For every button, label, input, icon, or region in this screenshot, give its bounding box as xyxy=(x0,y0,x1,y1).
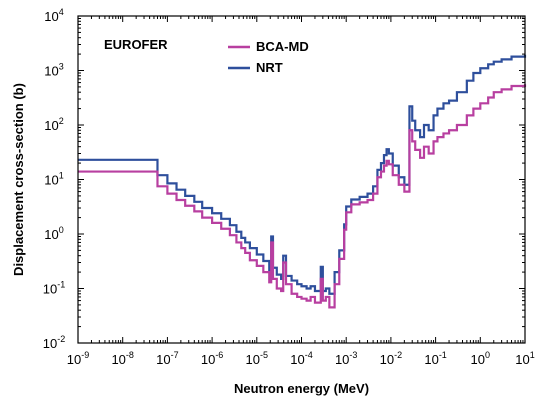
x-tick-label: 10-7 xyxy=(156,350,178,367)
y-axis-tick-labels: 10-2 10-1 100 101 102 103 104 xyxy=(43,7,65,351)
x-tick-label: 10-9 xyxy=(67,350,89,367)
y-tick-label: 100 xyxy=(44,225,63,242)
y-tick-label: 10-2 xyxy=(43,334,65,351)
series-line-nrt xyxy=(78,54,527,295)
y-tick-label: 10-1 xyxy=(43,280,65,297)
x-tick-label: 10-5 xyxy=(246,350,268,367)
series-line-bca-md xyxy=(78,84,527,309)
series-layer xyxy=(78,54,527,309)
x-tick-label: 10-1 xyxy=(424,350,446,367)
y-tick-label: 101 xyxy=(44,171,63,188)
x-tick-label: 10-2 xyxy=(380,350,402,367)
x-tick-label: 10-4 xyxy=(290,350,312,367)
y-axis-ticks xyxy=(78,15,525,344)
x-tick-label: 100 xyxy=(471,350,490,367)
x-tick-label: 101 xyxy=(515,350,534,367)
x-tick-label: 10-3 xyxy=(335,350,357,367)
y-tick-label: 102 xyxy=(44,116,63,133)
x-tick-label: 10-6 xyxy=(201,350,223,367)
y-axis-label: Displacement cross-section (b) xyxy=(11,83,26,276)
x-axis-ticks xyxy=(77,16,526,343)
plot-frame xyxy=(77,15,526,344)
legend-label-nrt: NRT xyxy=(256,60,283,75)
x-axis-tick-labels: 10-9 10-8 10-7 10-6 10-5 10-4 10-3 10-2 10-1 100 1… xyxy=(67,350,535,367)
x-axis-label: Neutron energy (MeV) xyxy=(234,381,369,396)
x-tick-label: 10-8 xyxy=(111,350,133,367)
y-tick-label: 104 xyxy=(44,7,63,24)
legend: BCA-MD NRT xyxy=(228,39,309,75)
material-annotation: EUROFER xyxy=(104,37,168,52)
legend-label-bca-md: BCA-MD xyxy=(256,39,309,54)
y-tick-label: 103 xyxy=(44,62,63,79)
